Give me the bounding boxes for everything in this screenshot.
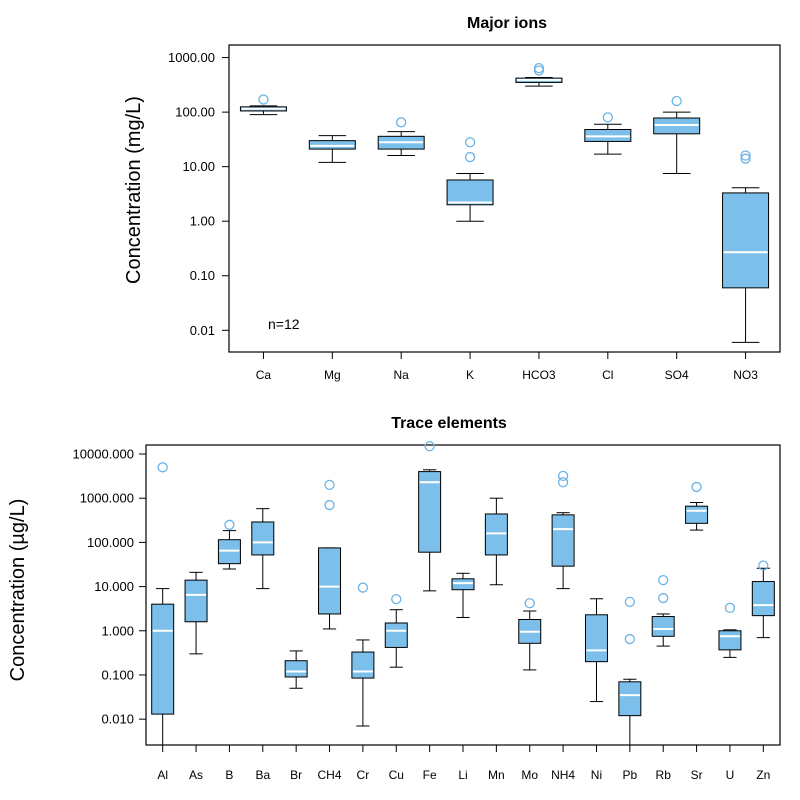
box-iqr — [184, 579, 208, 623]
box-iqr — [351, 651, 375, 679]
x-category-label: HCO3 — [522, 368, 556, 382]
x-category-label: B — [225, 768, 233, 782]
y-tick-label: 0.010 — [101, 712, 134, 727]
y-tick-label: 0.100 — [101, 667, 134, 682]
outlier-point — [224, 519, 235, 530]
box-iqr — [685, 505, 709, 524]
outlier-point — [357, 582, 369, 593]
trace-elements-y-axis-label: Concentration (µg/L) — [7, 499, 29, 682]
x-category-label: Fe — [423, 768, 437, 782]
outlier-point — [524, 598, 535, 609]
box-iqr — [551, 514, 575, 567]
y-tick-label: 1.000 — [101, 623, 134, 638]
outlier-point — [396, 117, 407, 128]
box-iqr — [751, 581, 775, 617]
outlier-point — [464, 151, 476, 163]
y-tick-label: 0.10 — [190, 268, 215, 283]
x-category-label: Sr — [691, 768, 703, 782]
trace-elements-panel: Trace elements Concentration (µg/L) 0.01… — [7, 415, 781, 782]
x-category-label: Ca — [256, 368, 272, 382]
x-category-label: Mg — [324, 368, 341, 382]
outlier-point — [691, 481, 702, 493]
outlier-point — [424, 441, 435, 452]
box-iqr — [251, 521, 275, 556]
box-iqr — [446, 179, 494, 206]
outlier-point — [464, 137, 476, 148]
y-tick-label: 0.01 — [190, 323, 215, 338]
x-category-label: Mo — [521, 768, 538, 782]
outlier-point — [557, 477, 569, 488]
outlier-point — [324, 499, 335, 511]
outlier-point — [740, 150, 751, 161]
box-iqr — [651, 616, 675, 637]
outlier-point — [624, 633, 635, 645]
major-ions-y-axis-label: Concentration (mg/L) — [123, 96, 145, 284]
x-category-label: NH4 — [551, 768, 575, 782]
box-iqr — [451, 578, 475, 591]
x-category-label: Rb — [656, 768, 672, 782]
outlier-point — [157, 462, 168, 473]
box-iqr — [718, 630, 742, 651]
box-iqr — [418, 471, 442, 553]
y-tick-label: 10.00 — [182, 159, 215, 174]
outlier-point — [658, 592, 669, 604]
outlier-point — [391, 593, 402, 605]
plot-frame — [228, 44, 781, 353]
x-category-label: U — [726, 768, 735, 782]
x-category-label: NO3 — [733, 368, 758, 382]
major-ions-title: Major ions — [467, 15, 547, 32]
x-category-label: SO4 — [665, 368, 689, 382]
box-iqr — [722, 192, 770, 289]
y-tick-label: 100.00 — [175, 105, 215, 120]
box-iqr — [217, 539, 241, 565]
box-iqr — [151, 603, 175, 715]
outlier-point — [258, 94, 269, 105]
y-tick-label: 1.00 — [190, 214, 215, 229]
x-category-label: Cr — [357, 768, 370, 782]
trace-elements-title: Trace elements — [391, 415, 507, 432]
x-category-label: Zn — [756, 768, 770, 782]
x-category-label: Al — [157, 768, 168, 782]
x-category-label: Cl — [602, 368, 613, 382]
outlier-point — [740, 153, 751, 164]
y-tick-label: 1000.000 — [80, 491, 134, 506]
y-tick-label: 10.000 — [94, 579, 134, 594]
x-category-label: As — [189, 768, 203, 782]
outlier-point — [658, 574, 669, 586]
outlier-point — [533, 62, 545, 74]
outlier-point — [557, 470, 569, 482]
x-category-label: Pb — [622, 768, 637, 782]
outlier-point — [602, 112, 613, 123]
x-category-label: Ba — [255, 768, 270, 782]
y-tick-label: 1000.00 — [168, 50, 215, 65]
box-iqr — [484, 513, 508, 556]
box-iqr — [308, 140, 356, 150]
major-ions-panel: Major ions Concentration (mg/L) n=12 0.0… — [123, 15, 781, 382]
x-category-label: Cu — [389, 768, 404, 782]
x-category-label: Ni — [591, 768, 602, 782]
x-category-label: Li — [458, 768, 467, 782]
outlier-point — [624, 596, 635, 608]
y-tick-label: 10000.000 — [73, 447, 134, 462]
outlier-point — [758, 560, 769, 571]
box-iqr — [384, 622, 408, 648]
x-category-label: Na — [394, 368, 410, 382]
x-category-label: Mn — [488, 768, 505, 782]
x-category-label: CH4 — [318, 768, 342, 782]
box-iqr — [318, 547, 342, 615]
outlier-point — [724, 602, 736, 614]
outlier-point — [324, 479, 335, 491]
x-category-label: K — [466, 368, 474, 382]
sample-count-note: n=12 — [268, 316, 300, 332]
box-iqr — [584, 614, 608, 663]
box-iqr — [284, 660, 308, 678]
outlier-point — [671, 95, 682, 107]
box-iqr — [618, 681, 642, 717]
y-tick-label: 100.000 — [87, 535, 134, 550]
x-category-label: Br — [290, 768, 302, 782]
